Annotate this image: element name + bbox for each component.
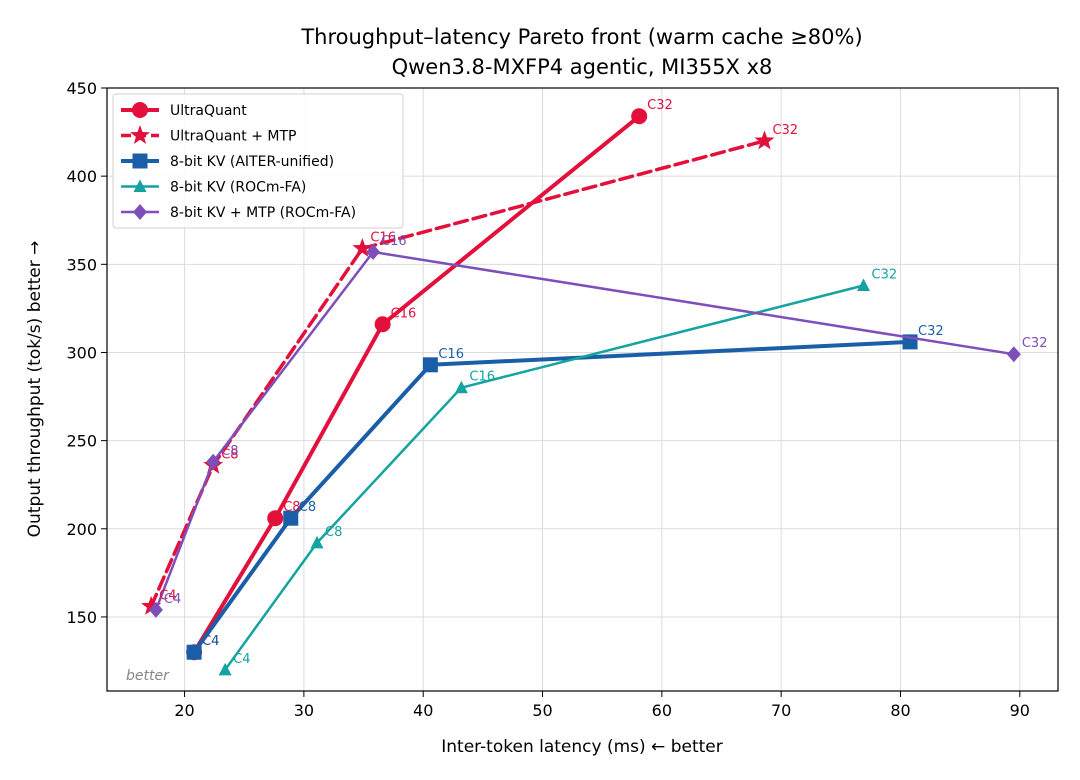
chart-title: Throughput–latency Pareto front (warm ca…	[300, 25, 862, 49]
data-point	[631, 108, 648, 125]
legend-label: 8-bit KV (AITER-unified)	[170, 154, 334, 170]
point-label: C8	[325, 525, 342, 540]
series-4	[218, 278, 871, 676]
data-point	[186, 644, 202, 660]
point-label: C8	[221, 447, 238, 462]
point-label: C16	[370, 230, 396, 245]
y-tick-label: 300	[66, 343, 97, 362]
x-tick-label: 80	[890, 701, 910, 720]
x-tick-label: 90	[1010, 701, 1030, 720]
point-label: C4	[159, 588, 176, 603]
point-label: C16	[469, 370, 495, 385]
data-point	[141, 595, 162, 615]
point-label: C4	[233, 652, 250, 667]
data-point	[310, 535, 324, 549]
legend-swatch-marker	[132, 153, 148, 169]
x-tick-label: 60	[652, 701, 672, 720]
x-axis-label: Inter-token latency (ms) ← better	[441, 737, 723, 757]
data-point	[374, 316, 391, 333]
legend-swatch-marker	[132, 102, 148, 118]
legend-swatch-marker	[130, 125, 150, 144]
data-point	[218, 662, 232, 676]
series-line	[149, 139, 767, 609]
series-line	[154, 250, 1016, 612]
x-tick-label: 30	[294, 701, 314, 720]
y-tick-label: 200	[66, 520, 97, 539]
point-label: C8	[221, 444, 238, 459]
point-label: C16	[391, 306, 417, 321]
y-tick-label: 250	[66, 432, 97, 451]
point-label: C8	[299, 500, 316, 515]
point-label: C8	[283, 500, 300, 515]
point-label: C32	[647, 98, 673, 113]
point-label: C32	[772, 123, 798, 138]
point-label: C4	[202, 634, 219, 649]
plot-frame	[106, 87, 1059, 692]
x-tick-label: 40	[413, 701, 433, 720]
data-point	[857, 278, 871, 291]
y-tick-label: 150	[66, 608, 97, 627]
y-axis-label: Output throughput (tok/s) better →	[25, 241, 45, 538]
point-label: C4	[164, 592, 181, 607]
data-point	[1006, 346, 1021, 363]
legend-item: 8-bit KV + MTP (ROCm-FA)	[121, 204, 356, 221]
series-line	[192, 339, 912, 655]
y-tick-label: 350	[66, 255, 97, 274]
legend-label: 8-bit KV (ROCm-FA)	[170, 180, 306, 196]
y-tick-label: 400	[66, 167, 97, 186]
x-tick-label: 20	[174, 701, 194, 720]
data-point	[352, 237, 373, 257]
legend-swatch-marker	[133, 204, 147, 220]
y-tick-label: 450	[66, 79, 97, 98]
point-label: C32	[1022, 336, 1048, 351]
point-label: C16	[438, 347, 464, 362]
legend-swatch-marker	[133, 179, 147, 192]
legend-box	[112, 93, 404, 229]
data-point	[283, 510, 299, 526]
legend-item: UltraQuant + MTP	[121, 125, 297, 145]
series-line	[192, 114, 642, 655]
series-5	[148, 243, 1021, 618]
x-tick-label: 50	[532, 701, 552, 720]
data-point	[267, 510, 284, 527]
legend-item: 8-bit KV (AITER-unified)	[121, 153, 334, 170]
legend-label: UltraQuant	[170, 103, 247, 119]
axis-ticks: 20 30 40 50 60 70 80 90 150 200 250 300 350 400 450	[66, 79, 1030, 720]
legend: UltraQuant UltraQuant + MTP 8-bit KV (AITE…	[112, 93, 404, 229]
point-labels: C4 C8 C16 C32 C4 C8 C16 C32 C4 C8 C16 C32 C4 C8 C16 C32…	[159, 98, 1047, 667]
data-point	[754, 130, 775, 150]
legend-label: UltraQuant + MTP	[170, 129, 297, 145]
better-annotation: better	[126, 668, 170, 684]
point-label: C32	[918, 324, 944, 339]
legend-label: 8-bit KV + MTP (ROCm-FA)	[170, 205, 356, 221]
series-line	[223, 284, 865, 672]
x-tick-label: 70	[771, 701, 791, 720]
point-label: C16	[381, 234, 407, 249]
data-point	[454, 380, 468, 394]
data-point	[206, 453, 221, 470]
series-layer	[141, 108, 1021, 676]
data-point	[148, 601, 163, 618]
grid	[107, 87, 1058, 691]
point-label: C32	[872, 267, 898, 282]
series-3	[186, 334, 918, 660]
point-label: C4	[202, 634, 219, 649]
data-point	[366, 243, 381, 260]
legend-item: UltraQuant	[121, 102, 247, 119]
chart-subtitle: Qwen3.8-MXFP4 agentic, MI355X x8	[392, 55, 773, 79]
data-point	[422, 357, 438, 373]
legend-item: 8-bit KV (ROCm-FA)	[121, 179, 306, 196]
